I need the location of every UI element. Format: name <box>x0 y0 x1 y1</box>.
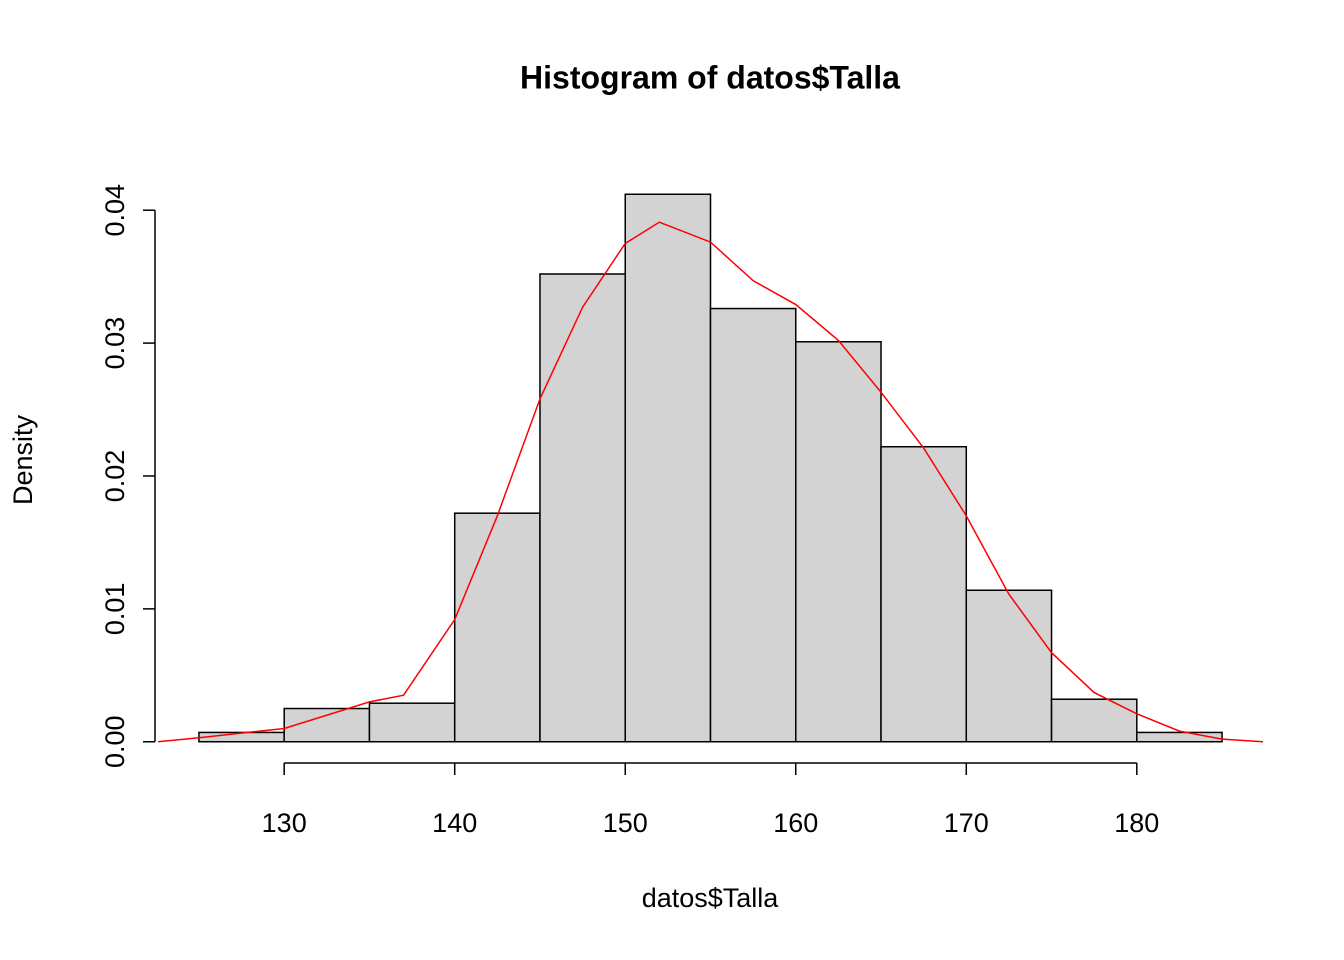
y-axis-label: Density <box>8 414 38 505</box>
chart-title: Histogram of datos$Talla <box>520 59 900 95</box>
bar <box>965 589 1053 743</box>
bar <box>1050 698 1138 743</box>
bar <box>795 341 882 743</box>
x-tick-label: 160 <box>773 808 818 838</box>
bar <box>368 702 456 743</box>
bar <box>709 307 797 743</box>
y-tick-label: 0.03 <box>100 317 130 370</box>
bar <box>624 193 712 743</box>
bar <box>880 445 968 743</box>
x-tick-label: 180 <box>1114 808 1159 838</box>
bar <box>453 512 541 743</box>
bar <box>1136 731 1223 743</box>
x-tick-label: 150 <box>603 808 648 838</box>
y-tick-label: 0.01 <box>100 583 130 636</box>
x-tick-label: 140 <box>432 808 477 838</box>
x-tick-label: 170 <box>944 808 989 838</box>
bar <box>539 273 626 743</box>
y-tick-label: 0.00 <box>100 715 130 768</box>
y-tick-label: 0.02 <box>100 450 130 503</box>
x-axis-label: datos$Talla <box>642 883 780 913</box>
x-tick-label: 130 <box>262 808 307 838</box>
density-line <box>157 221 1264 743</box>
y-tick-label: 0.04 <box>100 184 130 237</box>
